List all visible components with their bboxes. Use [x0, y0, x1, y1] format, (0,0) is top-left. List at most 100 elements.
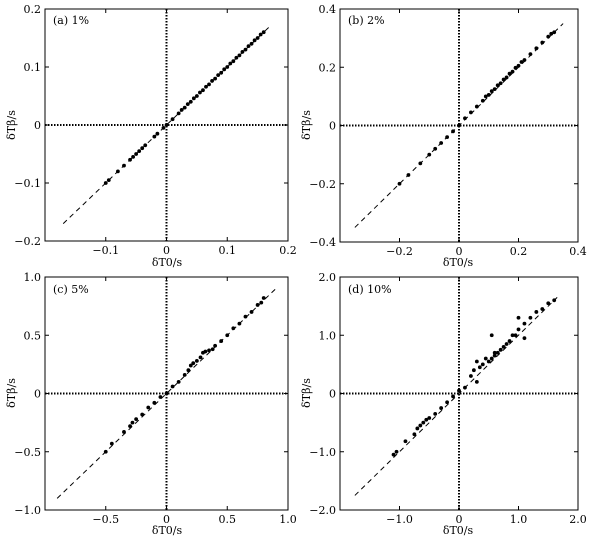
panel-c-data-point — [176, 379, 181, 384]
panel-a-xtick-label: 0.1 — [219, 244, 237, 257]
panel-a-data-point — [213, 76, 218, 81]
panel-d-data-point — [421, 420, 426, 425]
panel-b-title: (b) 2% — [348, 14, 385, 27]
panel-b-data-point — [486, 93, 491, 97]
panel-b-data-point — [492, 87, 497, 91]
panel-b-ytick-label: −0.2 — [309, 178, 336, 191]
panel-d: −1.0 0 1.0 2.0 −2.0 −1.0 0 1.0 2.0 (d) 10% δT0/… — [300, 271, 587, 537]
panel-c-ytick-label: 1.0 — [24, 271, 42, 284]
panel-d-xlabel: δT0/s — [443, 524, 474, 537]
panel-d-ytick-label: 1.0 — [319, 329, 337, 342]
panel-d-data-point — [546, 301, 551, 306]
panel-d-data-point — [534, 310, 539, 314]
panel-d-data-point — [516, 315, 521, 320]
panel-a-ytick-label: −0.2 — [14, 235, 41, 248]
panel-a-data-point — [155, 131, 160, 136]
panel-a-xtick-label: −0.1 — [92, 244, 119, 257]
panel-d-data-point — [528, 315, 533, 320]
panel-b-data-point — [418, 161, 423, 166]
panel-c-data-point — [164, 391, 169, 396]
panel-a-data-point — [131, 155, 135, 159]
panel-c-yticks: −1.0 −0.5 0 0.5 1.0 — [14, 271, 288, 517]
panel-a-data-point — [243, 47, 248, 52]
panel-c-data-point — [249, 310, 254, 314]
panel-c-xtick-label: 0 — [163, 513, 170, 526]
panel-d-reference-line — [354, 297, 558, 496]
panel-a-points — [103, 30, 266, 185]
panel-d-data-point — [439, 406, 444, 410]
panel-b-ytick-label: 0 — [329, 120, 336, 133]
panel-c-data-point — [210, 347, 215, 352]
panel-a-data-point — [134, 152, 139, 156]
panel-d-data-point — [489, 333, 494, 338]
panel-c-data-point — [261, 296, 266, 300]
panel-d-ytick-label: 0 — [329, 388, 336, 401]
panel-a-ytick-label: 0 — [34, 119, 41, 132]
panel-d-ytick-label: −2.0 — [309, 504, 336, 517]
panel-c-data-point — [130, 420, 135, 425]
panel-b-data-point — [397, 181, 402, 186]
panel-a-data-point — [252, 38, 257, 43]
panel-d-data-point — [540, 307, 545, 311]
panel-a-ytick-label: −0.1 — [14, 177, 41, 190]
panel-c-xtick-label: 1.0 — [279, 513, 297, 526]
panel-d-data-point — [483, 356, 488, 361]
panel-a-ytick-label: 0.2 — [24, 3, 42, 16]
panel-c-xtick-label: 0.5 — [219, 513, 237, 526]
panel-a-data-point — [246, 44, 251, 49]
panel-a-data-point — [170, 117, 175, 122]
panel-b-yticks: −0.4 −0.2 0 0.2 0.4 — [309, 3, 578, 249]
panel-b-data-point — [469, 110, 473, 115]
panel-c-data-point — [109, 441, 114, 446]
panel-b-points — [397, 30, 557, 186]
panel-c-data-point — [219, 339, 224, 343]
panel-b-data-point — [534, 46, 539, 51]
panel-b: −0.2 0 0.2 0.4 −0.4 −0.2 0 0.2 0.4 (b) 2% δT0/s… — [300, 3, 587, 269]
panel-b-data-point — [457, 123, 461, 128]
panel-c-data-point — [122, 430, 126, 434]
panel-d-data-point — [492, 350, 497, 355]
panel-c-data-point — [213, 343, 218, 348]
panel-d-data-point — [504, 342, 509, 346]
panel-a-data-point — [161, 126, 166, 130]
panel-d-xticks: −1.0 0 1.0 2.0 — [386, 277, 587, 526]
panel-d-data-point — [391, 452, 396, 457]
panel-a-data-point — [228, 61, 233, 66]
panel-d-xtick-label: 1.0 — [510, 513, 528, 526]
panel-d-data-point — [451, 394, 455, 399]
panel-d-yticks: −2.0 −1.0 0 1.0 2.0 — [309, 271, 578, 517]
panel-d-ytick-label: 2.0 — [319, 271, 337, 284]
panel-d-data-point — [415, 426, 420, 431]
panel-b-data-point — [406, 173, 411, 177]
panel-a-data-point — [103, 181, 108, 185]
panel-b-xtick-label: 0 — [456, 245, 463, 258]
panel-b-ytick-label: −0.4 — [309, 236, 336, 249]
panel-d-data-point — [522, 336, 527, 341]
panel-d-data-point — [445, 400, 449, 405]
panel-a-data-point — [216, 73, 221, 78]
panel-a-data-point — [164, 123, 169, 127]
panel-b-data-point — [439, 141, 444, 145]
panel-a-data-point — [204, 84, 208, 89]
panel-a-data-point — [261, 30, 266, 35]
panel-b-data-point — [480, 98, 485, 103]
panel-a-data-point — [140, 146, 145, 151]
panel-c-data-point — [188, 363, 193, 368]
panel-b-data-point — [474, 104, 479, 109]
panel-d-data-point — [489, 356, 494, 361]
panel-d-data-point — [513, 333, 518, 338]
panel-a-data-point — [137, 149, 142, 154]
panel-a-data-point — [198, 90, 202, 95]
panel-c-data-point — [170, 384, 175, 389]
panel-c-data-point — [182, 372, 187, 377]
panel-c-ytick-label: 0 — [34, 388, 41, 401]
panel-d-data-point — [510, 333, 515, 338]
panel-c-data-point — [207, 348, 211, 353]
panel-a-data-point — [194, 94, 199, 98]
panel-b-data-point — [445, 135, 449, 140]
panel-d-data-point — [457, 388, 461, 393]
panel-a-xtick-label: 0.2 — [279, 244, 297, 257]
panel-c-data-point — [128, 424, 132, 429]
panel-a-data-point — [191, 96, 196, 101]
